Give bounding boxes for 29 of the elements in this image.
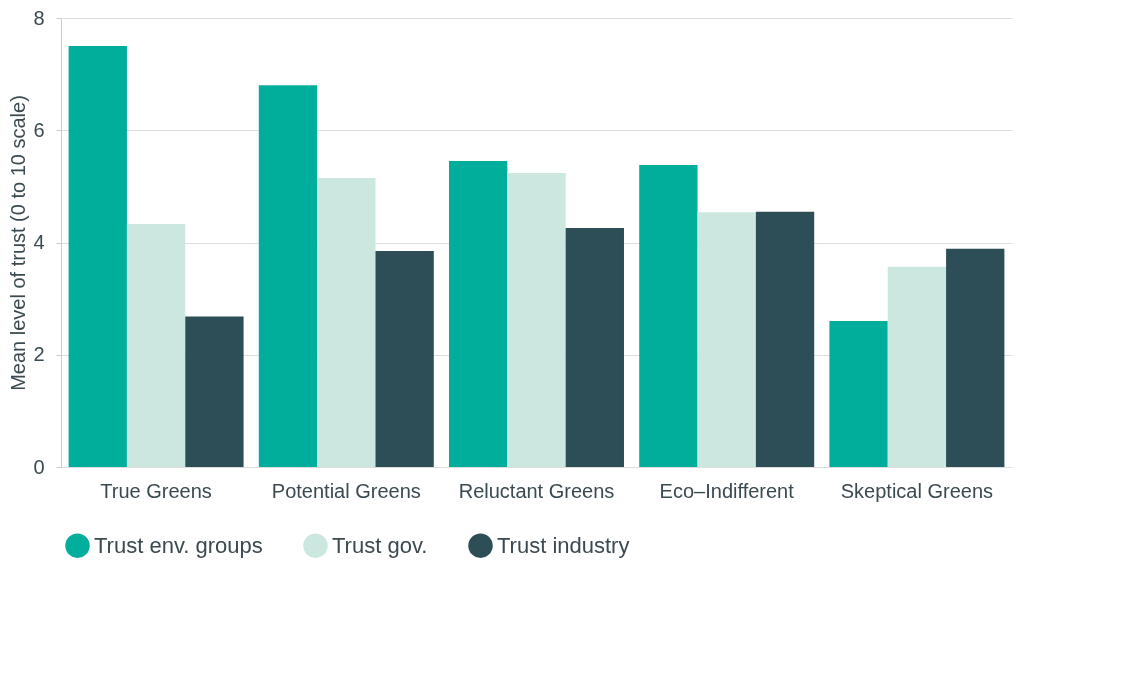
bar [639, 165, 698, 467]
legend-label: Trust gov. [332, 532, 428, 558]
x-tick-label: Eco–Indifferent [659, 479, 795, 502]
bar [126, 223, 186, 467]
bar [946, 248, 1005, 467]
y-tick-label: 8 [33, 6, 45, 29]
bar [185, 316, 244, 467]
y-tick-label: 4 [33, 231, 45, 253]
bar [829, 321, 888, 467]
bar [697, 212, 756, 467]
legend-label: Trust industry [497, 532, 630, 558]
bar [755, 211, 815, 467]
bar [375, 250, 434, 467]
bar [68, 46, 127, 467]
legend-label: Trust env. groups [94, 532, 263, 558]
bar [317, 177, 376, 467]
bar [258, 85, 318, 467]
y-tick-label: 2 [33, 343, 45, 366]
bar [507, 172, 566, 467]
y-tick-label: 0 [33, 455, 45, 478]
y-tick-label: 6 [33, 118, 45, 141]
bar [565, 227, 624, 467]
y-axis-title: Mean level of trust (0 to 10 scale) [7, 95, 30, 391]
bar [887, 266, 947, 467]
x-tick-label: True Greens [100, 479, 212, 502]
x-tick-label: Reluctant Greens [458, 479, 615, 502]
bar [449, 161, 508, 467]
x-tick-label: Potential Greens [271, 479, 421, 502]
x-tick-label: Skeptical Greens [840, 479, 994, 502]
